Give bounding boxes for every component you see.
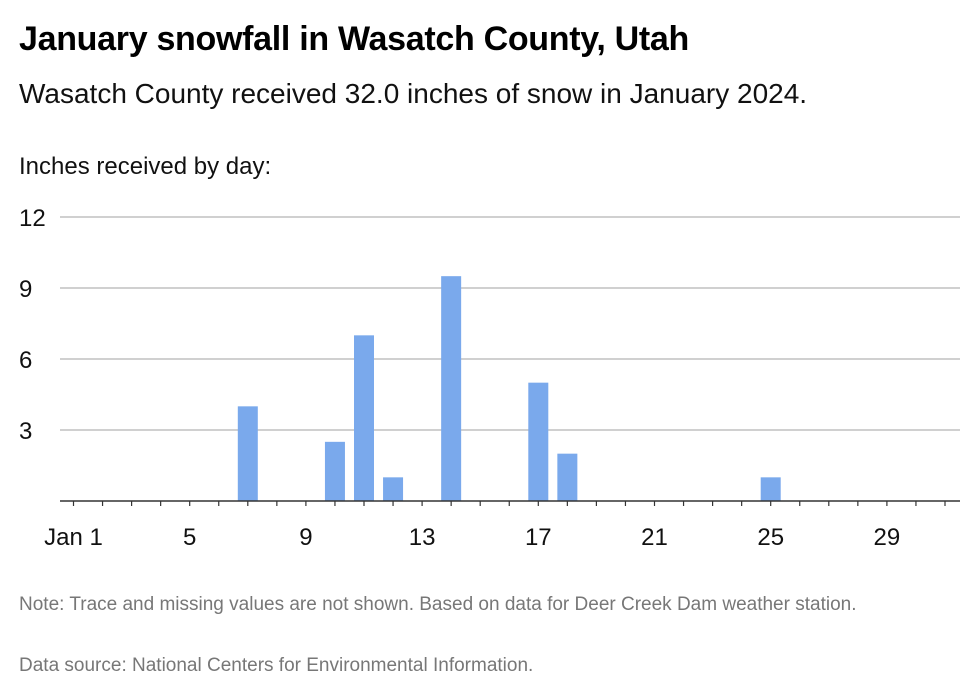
data-source: Data source: National Centers for Enviro… bbox=[19, 655, 534, 676]
y-tick-label: 9 bbox=[19, 276, 32, 303]
x-axis: Jan 1 5 9 13 17 21 25 29 bbox=[44, 500, 960, 551]
x-tick-label: 21 bbox=[641, 524, 668, 551]
chart-note: Note: Trace and missing values are not s… bbox=[19, 594, 857, 615]
y-tick-label: 6 bbox=[19, 347, 32, 374]
bar bbox=[383, 477, 404, 501]
gridlines bbox=[60, 216, 960, 431]
bar bbox=[528, 382, 549, 501]
y-tick-label: 12 bbox=[19, 205, 46, 232]
bar bbox=[441, 276, 462, 501]
x-tick-label: 9 bbox=[299, 524, 312, 551]
bar bbox=[760, 477, 781, 501]
x-tick-label: 25 bbox=[757, 524, 784, 551]
chart-subtitle: Wasatch County received 32.0 inches of s… bbox=[19, 78, 808, 109]
x-tick-label: 13 bbox=[409, 524, 436, 551]
x-tick-label: 5 bbox=[183, 524, 196, 551]
snowfall-bar-chart: Jan 1 5 9 13 17 21 25 29 3 6 9 12 bbox=[19, 205, 960, 551]
x-tick-label: 29 bbox=[874, 524, 901, 551]
bar bbox=[354, 335, 374, 501]
x-tick-label: Jan 1 bbox=[44, 524, 103, 551]
x-tick-label: 17 bbox=[525, 524, 552, 551]
bar bbox=[324, 441, 345, 501]
bar bbox=[237, 406, 258, 501]
chart-title: January snowfall in Wasatch County, Utah bbox=[19, 20, 689, 58]
bars bbox=[237, 276, 781, 501]
y-axis-label: Inches received by day: bbox=[19, 153, 272, 180]
y-tick-labels: 3 6 9 12 bbox=[19, 205, 46, 445]
bar bbox=[557, 453, 578, 501]
y-tick-label: 3 bbox=[19, 418, 32, 445]
